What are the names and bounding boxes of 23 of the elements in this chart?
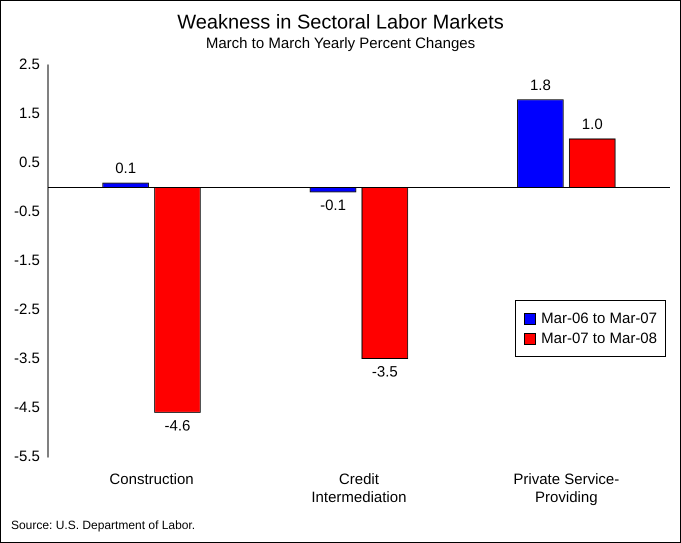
data-label: 1.0 xyxy=(582,116,603,134)
chart-title: Weakness in Sectoral Labor Markets xyxy=(177,12,504,34)
y-tick-label: 1.5 xyxy=(18,105,40,122)
data-label: 1.8 xyxy=(530,76,551,94)
data-label: -3.5 xyxy=(372,364,398,381)
source-note: Source: U.S. Department of Labor. xyxy=(11,518,196,532)
y-tick-label: -3.5 xyxy=(14,350,40,368)
x-tick-label: Credit Intermediation xyxy=(311,471,406,506)
chart-subtitle: March to March Yearly Percent Changes xyxy=(206,35,476,52)
data-label: -4.6 xyxy=(164,418,190,435)
y-tick-label: 0.5 xyxy=(18,154,40,172)
legend-label: Mar-06 to Mar-07 xyxy=(541,310,657,328)
y-tick-label: -2.5 xyxy=(14,301,40,318)
y-tick-label: -1.5 xyxy=(14,252,40,270)
legend-label: Mar-07 to Mar-08 xyxy=(541,330,657,348)
data-label: -0.1 xyxy=(320,197,346,214)
x-tick-label: Private Service-Providing xyxy=(513,471,620,506)
y-tick-label: 2.5 xyxy=(18,56,40,74)
y-tick-label: -0.5 xyxy=(14,203,40,220)
y-tick-label: -4.5 xyxy=(14,399,40,416)
data-label: 0.1 xyxy=(115,160,136,178)
x-tick-label: Construction xyxy=(109,471,194,488)
y-tick-label: -5.5 xyxy=(14,448,40,466)
